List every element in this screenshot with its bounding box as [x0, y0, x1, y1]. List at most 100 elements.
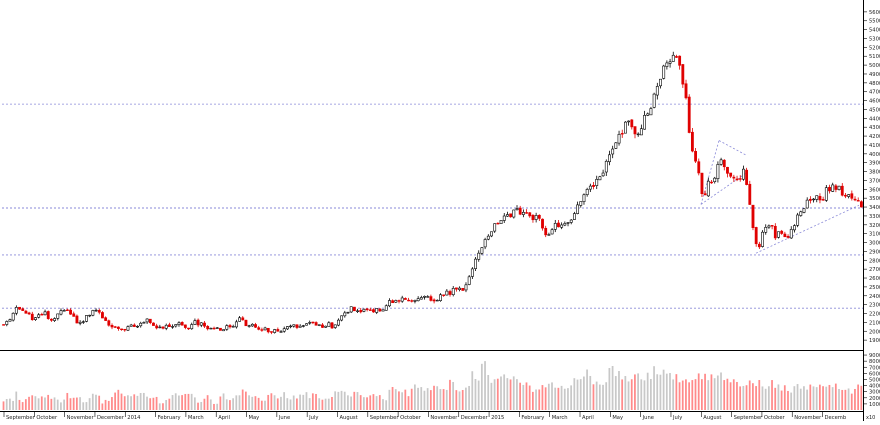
candle-body — [57, 314, 59, 318]
volume-bar — [672, 379, 674, 410]
candle-body — [270, 332, 272, 333]
month-label: February — [521, 415, 544, 421]
volume-bar — [548, 384, 550, 410]
volume-bar — [219, 396, 221, 410]
volume-bar — [526, 382, 528, 410]
candle-body — [181, 322, 183, 325]
volume-bar — [698, 373, 700, 410]
candle-body — [395, 300, 397, 302]
candle-body — [739, 179, 741, 180]
volume-bar — [768, 386, 770, 410]
candle-body — [726, 167, 728, 173]
volume-bar — [172, 395, 174, 410]
volume-tick-label: 80000 — [869, 359, 880, 365]
volume-bar — [538, 389, 540, 410]
candle-body — [436, 300, 438, 301]
volume-bar — [299, 395, 301, 410]
volume-bar — [624, 376, 626, 410]
candle-body — [860, 202, 862, 207]
candle-body — [570, 220, 572, 222]
price-tick-label: 3200 — [869, 223, 880, 229]
candle-body — [251, 324, 253, 326]
volume-bar — [803, 386, 805, 410]
volume-bar — [860, 386, 862, 410]
volume-bar — [325, 399, 327, 410]
volume-bar — [704, 374, 706, 410]
price-tick-label: 2400 — [869, 294, 880, 300]
candle-body — [854, 199, 856, 200]
price-tick-label: 3900 — [869, 161, 880, 167]
candle-body — [18, 307, 20, 309]
candle-body — [146, 319, 148, 322]
volume-bar — [121, 394, 123, 410]
candle-body — [363, 309, 365, 311]
month-label: August — [339, 415, 357, 421]
candle-body — [89, 315, 91, 316]
volume-bar — [47, 395, 49, 410]
candle-body — [120, 329, 122, 330]
candle-body — [669, 62, 671, 64]
candle-body — [140, 323, 142, 326]
volume-bar — [411, 389, 413, 410]
volume-bar — [350, 397, 352, 410]
candle-body — [385, 306, 387, 311]
candle-body — [557, 223, 559, 227]
candle-body — [213, 328, 215, 329]
candle-body — [197, 320, 199, 325]
volume-bar — [146, 397, 148, 410]
volume-bar — [226, 399, 228, 410]
candle-body — [545, 228, 547, 235]
volume-bar — [484, 361, 486, 410]
candle-body — [841, 186, 843, 195]
candle-body — [47, 311, 49, 318]
volume-bar — [6, 399, 8, 410]
candle-body — [755, 227, 757, 243]
volume-bar — [593, 384, 595, 410]
candle-body — [392, 301, 394, 303]
candle-body — [226, 326, 228, 330]
candle-body — [548, 235, 550, 236]
volume-bar — [513, 376, 515, 410]
volume-bar — [82, 402, 84, 410]
candle-body — [328, 323, 330, 327]
volume-bar — [417, 388, 419, 410]
trend-line — [719, 141, 747, 156]
volume-bar — [835, 384, 837, 410]
volume-bar — [63, 400, 65, 410]
candle-body — [203, 323, 205, 326]
volume-bar — [223, 393, 225, 410]
candle-body — [838, 186, 840, 189]
volume-bar — [41, 396, 43, 410]
candle-body — [341, 316, 343, 320]
volume-bar — [487, 375, 489, 410]
volume-bar — [19, 400, 21, 410]
candle-body — [315, 322, 317, 325]
price-tick-label: 4400 — [869, 116, 880, 122]
volume-bar — [44, 397, 46, 410]
volume-bar — [302, 395, 304, 410]
volume-bar — [347, 395, 349, 410]
candle-body — [130, 325, 132, 326]
volume-bar — [264, 401, 266, 410]
price-tick-label: 2700 — [869, 267, 880, 273]
candle-body — [427, 297, 429, 298]
volume-bar — [12, 401, 14, 410]
volume-bar — [156, 397, 158, 410]
candle-body — [63, 310, 65, 311]
volume-bar — [644, 380, 646, 410]
candle-body — [561, 225, 563, 227]
price-tick-label: 4700 — [869, 90, 880, 96]
candle-body — [800, 212, 802, 216]
volume-bar — [781, 391, 783, 410]
candle-body — [433, 300, 435, 301]
candle-body — [60, 311, 62, 315]
candle-body — [44, 312, 46, 315]
price-tick-label: 5500 — [869, 19, 880, 25]
candle-body — [487, 236, 489, 239]
volume-bar — [573, 378, 575, 410]
volume-tick-label: 60000 — [869, 371, 880, 377]
price-tick-label: 3000 — [869, 241, 880, 247]
volume-bar — [561, 386, 563, 410]
volume-bar — [232, 398, 234, 410]
